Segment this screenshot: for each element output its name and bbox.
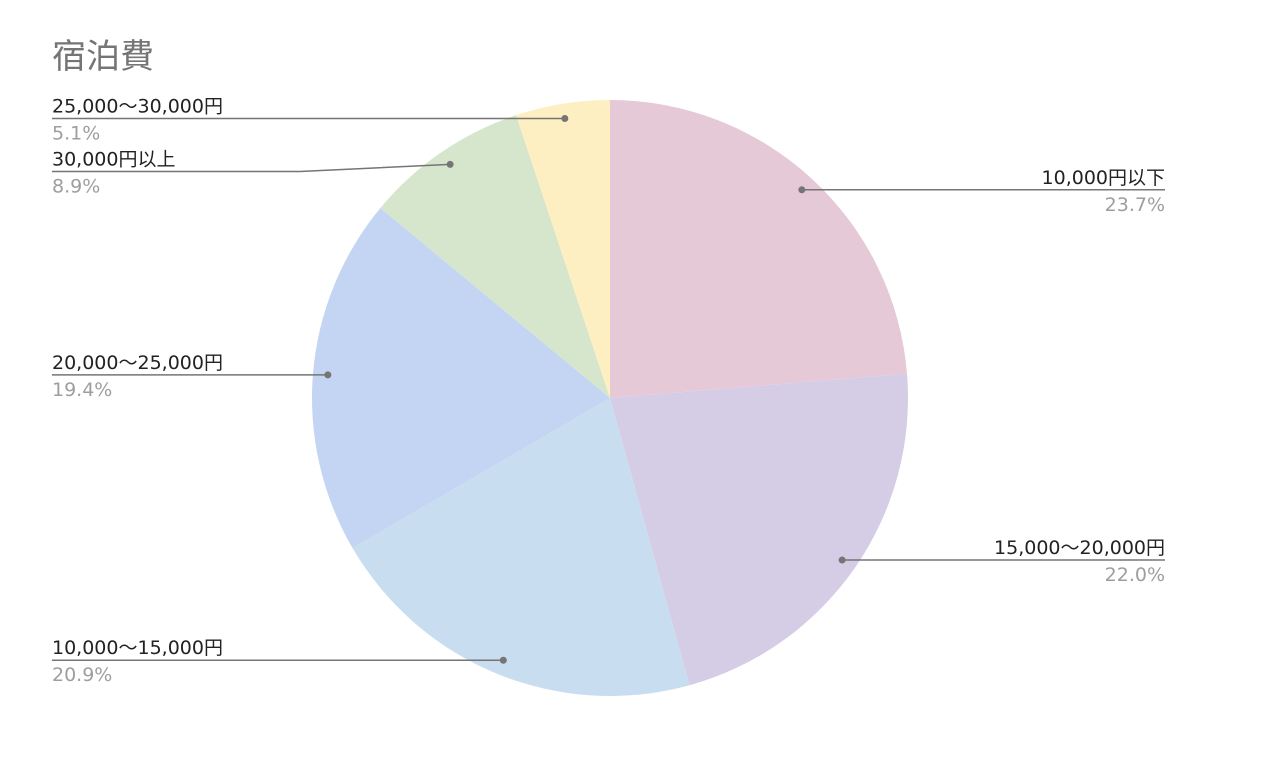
pie-slice bbox=[610, 100, 908, 398]
slice-value-label: 20.9% bbox=[52, 664, 112, 686]
pie-slice bbox=[610, 373, 908, 686]
leader-dot bbox=[561, 115, 569, 123]
slice-label: 15,000〜20,000円 bbox=[994, 537, 1165, 559]
slice-value-label: 8.9% bbox=[52, 176, 100, 198]
slice-label: 30,000円以上 bbox=[52, 149, 175, 171]
slice-value-label: 23.7% bbox=[1105, 194, 1165, 216]
slice-label: 20,000〜25,000円 bbox=[52, 352, 223, 374]
slice-value-label: 5.1% bbox=[52, 123, 100, 145]
slice-label: 10,000〜15,000円 bbox=[52, 637, 223, 659]
slice-value-label: 22.0% bbox=[1105, 564, 1165, 586]
pie-slice bbox=[516, 100, 610, 398]
leader-dot bbox=[499, 656, 507, 664]
leader-dot bbox=[798, 186, 806, 194]
chart-title: 宿泊費 bbox=[52, 37, 154, 77]
pie-slice bbox=[311, 208, 610, 549]
slice-label: 10,000円以下 bbox=[1042, 167, 1165, 189]
slice-label: 25,000〜30,000円 bbox=[52, 96, 223, 118]
leader-dot bbox=[838, 556, 846, 564]
pie-slice bbox=[380, 115, 610, 399]
leader-line bbox=[52, 163, 451, 173]
slice-value-label: 19.4% bbox=[52, 379, 112, 401]
leader-dot bbox=[324, 371, 332, 379]
pie-slice bbox=[352, 398, 690, 696]
leader-dot bbox=[446, 160, 454, 168]
